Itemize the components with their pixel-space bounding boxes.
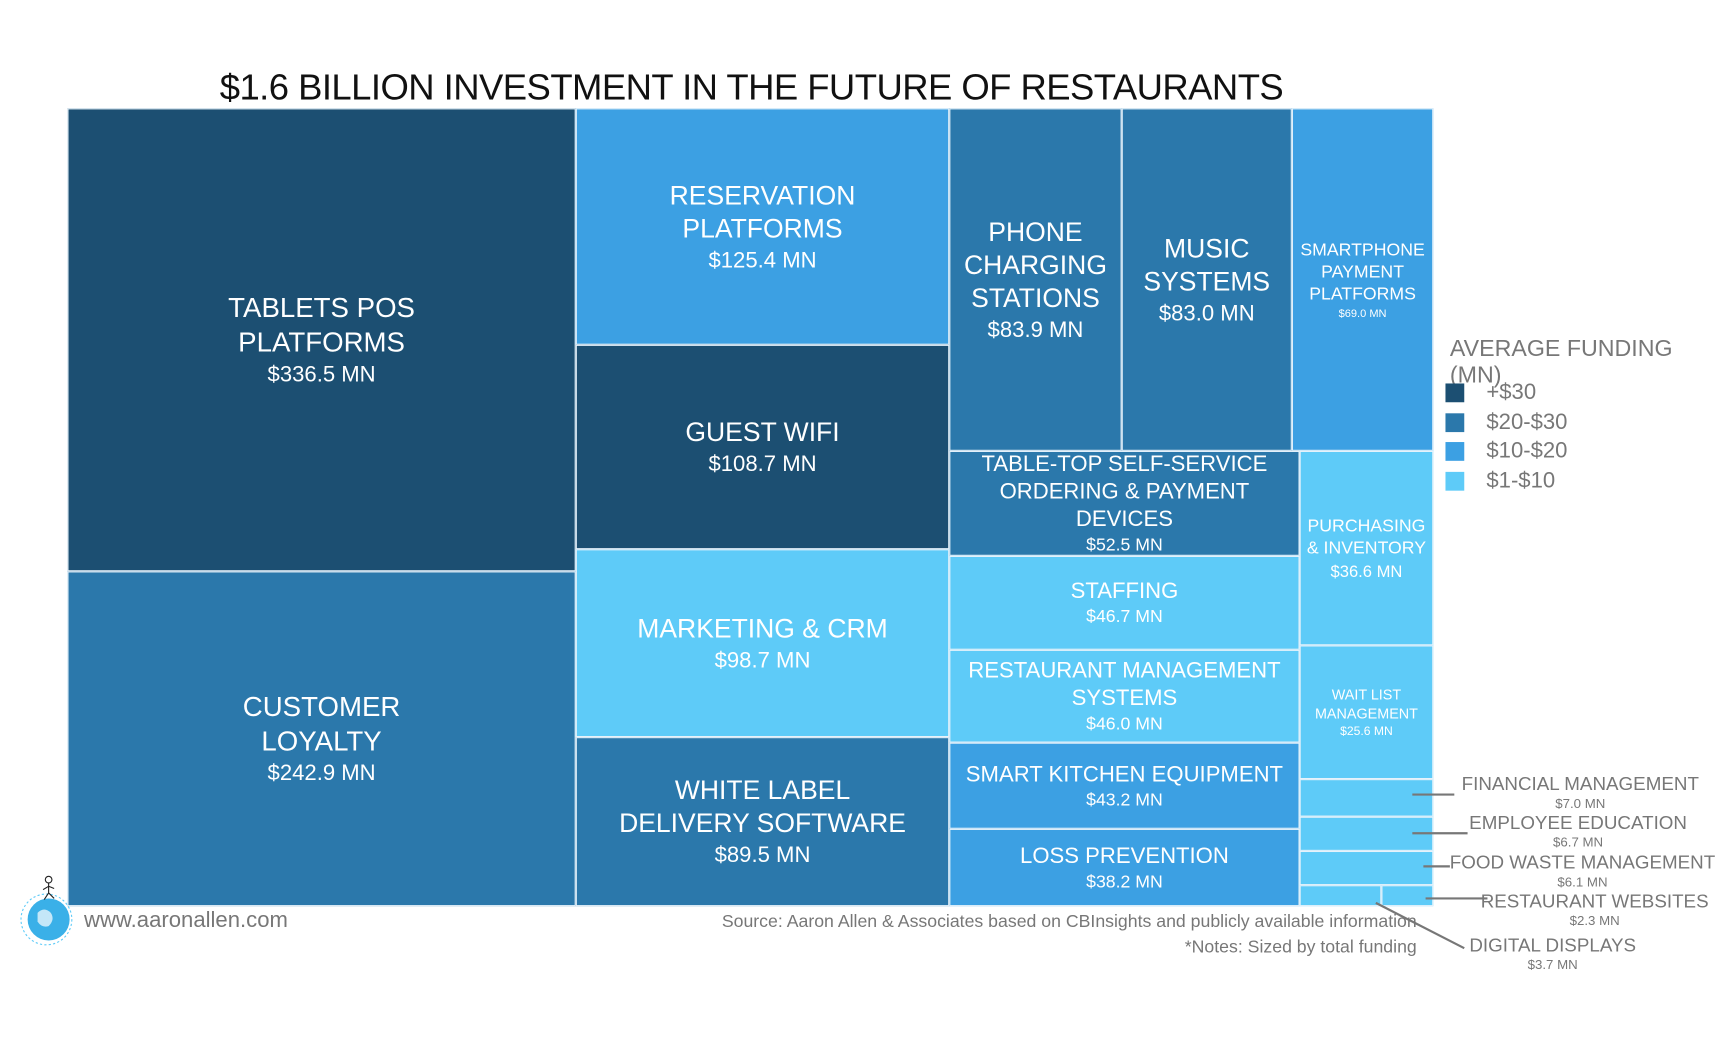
legend-label: $1-$10: [1486, 468, 1556, 493]
cell-label: CUSTOMER LOYALTY: [242, 691, 401, 757]
treemap-cell: [1299, 779, 1434, 817]
cell-label: TABLE-TOP SELF-SERVICE ORDERING & PAYMEN…: [981, 451, 1268, 532]
cell-value: $336.5 MN: [267, 362, 376, 388]
treemap-cell: CUSTOMER LOYALTY $242.9 MN: [67, 571, 576, 907]
cell-label: MUSIC SYSTEMS: [1143, 233, 1271, 297]
external-label: EMPLOYEE EDUCATION $6.7 MN: [1412, 812, 1724, 850]
cell-label: SMARTPHONE PAYMENT PLATFORMS: [1300, 240, 1425, 304]
cell-value: $108.7 MN: [708, 451, 817, 477]
legend-item: +$30: [1445, 380, 1536, 405]
external-label: FOOD WASTE MANAGEMENT $6.1 MN: [1417, 852, 1724, 890]
external-label-name: RESTAURANT WEBSITES: [1480, 890, 1709, 912]
cell-label: STAFFING: [1070, 579, 1179, 604]
external-label-name: FOOD WASTE MANAGEMENT: [1449, 852, 1716, 874]
legend-swatch: [1445, 412, 1465, 432]
cell-value: $46.0 MN: [1086, 714, 1163, 734]
cell-value: $125.4 MN: [708, 248, 817, 273]
treemap-cell: SMARTPHONE PAYMENT PLATFORMS $69.0 MN: [1291, 108, 1434, 451]
treemap-cell: [1299, 816, 1434, 851]
cell-value: $36.6 MN: [1330, 561, 1403, 581]
external-label: FINANCIAL MANAGEMENT $7.0 MN: [1415, 774, 1724, 812]
legend-item: $20-$30: [1445, 409, 1567, 434]
cell-value: $38.2 MN: [1086, 872, 1163, 892]
treemap-cell: RESERVATION PLATFORMS $125.4 MN: [575, 108, 950, 345]
cell-value: $25.6 MN: [1340, 724, 1393, 738]
external-label-name: EMPLOYEE EDUCATION: [1469, 812, 1688, 834]
legend-label: $20-$30: [1486, 409, 1568, 434]
legend-swatch: [1445, 471, 1465, 491]
treemap-cell: [1299, 885, 1382, 907]
legend-item: $10-$20: [1445, 439, 1567, 464]
treemap-cell: RESTAURANT MANAGEMENT SYSTEMS $46.0 MN: [949, 649, 1300, 743]
website-url[interactable]: www.aaronallen.com: [83, 908, 288, 933]
cell-label: LOSS PREVENTION: [1020, 843, 1229, 869]
cell-value: $43.2 MN: [1086, 790, 1163, 810]
chart-title: $1.6 BILLION INVESTMENT IN THE FUTURE OF…: [219, 66, 1284, 108]
external-label-value: $3.7 MN: [1527, 957, 1578, 973]
legend-swatch: [1445, 383, 1465, 403]
cell-value: $69.0 MN: [1338, 307, 1387, 320]
treemap-cell: TABLE-TOP SELF-SERVICE ORDERING & PAYMEN…: [949, 450, 1300, 556]
treemap-cell: TABLETS POS PLATFORMS $336.5 MN: [67, 108, 576, 572]
cell-value: $46.7 MN: [1086, 607, 1163, 627]
cell-label: WHITE LABEL DELIVERY SOFTWARE: [619, 775, 906, 839]
cell-label: RESERVATION PLATFORMS: [669, 180, 856, 244]
treemap-cell: PHONE CHARGING STATIONS $83.9 MN: [949, 108, 1122, 451]
treemap-cell: WHITE LABEL DELIVERY SOFTWARE $89.5 MN: [575, 737, 950, 907]
treemap-cell: LOSS PREVENTION $38.2 MN: [949, 828, 1300, 907]
treemap-cell: [1381, 885, 1434, 907]
cell-label: PHONE CHARGING STATIONS: [964, 217, 1107, 314]
treemap-cell: STAFFING $46.7 MN: [949, 555, 1300, 650]
external-label: DIGITAL DISPLAYS $3.7 MN: [1387, 935, 1719, 973]
external-label-value: $7.0 MN: [1555, 795, 1606, 812]
globe-logo-icon: [20, 875, 73, 946]
cell-label: MARKETING & CRM: [637, 613, 888, 644]
legend-item: $1-$10: [1445, 468, 1555, 493]
cell-value: $98.7 MN: [714, 648, 811, 673]
cell-label: SMART KITCHEN EQUIPMENT: [965, 761, 1284, 787]
legend-label: $10-$20: [1486, 438, 1568, 464]
cell-value: $242.9 MN: [267, 761, 376, 787]
treemap-cell: WAIT LIST MANAGEMENT $25.6 MN: [1299, 645, 1434, 780]
note-text: *Notes: Sized by total funding: [1184, 938, 1417, 958]
treemap-cell: MARKETING & CRM $98.7 MN: [575, 549, 950, 738]
cell-label: WAIT LIST MANAGEMENT: [1314, 686, 1418, 722]
legend-swatch: [1445, 442, 1465, 461]
external-label-value: $6.1 MN: [1557, 874, 1608, 890]
source-text: Source: Aaron Allen & Associates based o…: [721, 912, 1417, 932]
cell-label: TABLETS POS PLATFORMS: [228, 292, 415, 359]
external-label: RESTAURANT WEBSITES $2.3 MN: [1429, 891, 1724, 929]
cell-value: $83.9 MN: [987, 317, 1084, 343]
external-label-name: FINANCIAL MANAGEMENT: [1461, 773, 1699, 795]
legend-label: +$30: [1486, 380, 1537, 405]
external-label-value: $2.3 MN: [1569, 912, 1620, 929]
treemap-cell: GUEST WIFI $108.7 MN: [575, 344, 950, 550]
treemap-cell: PURCHASING & INVENTORY $36.6 MN: [1299, 450, 1434, 646]
cell-value: $52.5 MN: [1086, 535, 1163, 555]
cell-value: $89.5 MN: [714, 843, 811, 868]
external-label-name: DIGITAL DISPLAYS: [1469, 934, 1637, 956]
treemap-cell: MUSIC SYSTEMS $83.0 MN: [1121, 108, 1292, 451]
legend-title: AVERAGE FUNDING (MN): [1449, 335, 1673, 388]
cell-label: GUEST WIFI: [685, 417, 840, 448]
leader-line: [1375, 901, 1465, 950]
cell-label: PURCHASING & INVENTORY: [1306, 516, 1427, 558]
cell-value: $83.0 MN: [1158, 301, 1255, 326]
treemap-cell: SMART KITCHEN EQUIPMENT $43.2 MN: [949, 742, 1300, 829]
external-label-value: $6.7 MN: [1553, 834, 1604, 850]
cell-label: RESTAURANT MANAGEMENT SYSTEMS: [968, 658, 1281, 711]
treemap-cell: [1299, 850, 1434, 886]
